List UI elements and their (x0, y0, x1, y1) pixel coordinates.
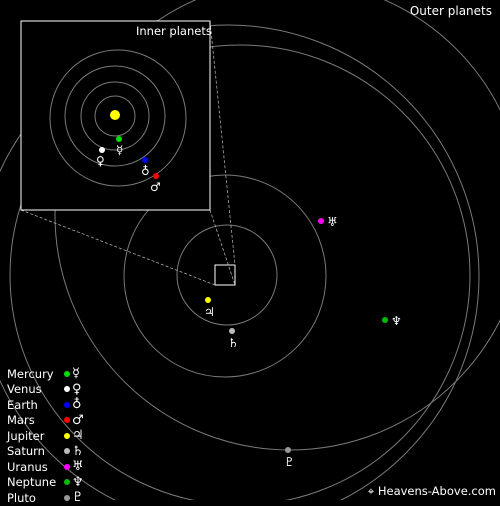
earth-orbit (64, 65, 166, 167)
mercury-symbol: ☿ (116, 143, 123, 157)
mars-symbol: ♂ (150, 180, 161, 194)
planet-legend: Mercury ☿ Venus ♀ Earth ♁ Mars ♂ Jupiter ♃ Saturn ♄… (7, 366, 84, 506)
jupiter-symbol: ♃ (204, 305, 215, 319)
neptune-symbol: ♆ (391, 314, 402, 328)
legend-symbol: ♄ (72, 443, 84, 459)
earth-symbol: ♁ (141, 164, 150, 178)
earth-dot (142, 157, 148, 163)
pluto-symbol: ♇ (284, 455, 295, 469)
mercury-orbit (94, 95, 136, 137)
pluto-dot (285, 447, 291, 453)
legend-symbol: ♂ (72, 412, 84, 428)
legend-item-uranus: Uranus ♅ (7, 459, 84, 475)
legend-symbol: ♅ (72, 459, 84, 475)
legend-symbol: ♃ (72, 428, 84, 444)
legend-symbol: ☿ (72, 366, 80, 382)
credit-link[interactable]: ⌖ Heavens-Above.com (368, 484, 496, 499)
legend-label: Neptune (7, 475, 57, 490)
uranus-dot (318, 218, 324, 224)
legend-label: Jupiter (7, 428, 45, 443)
sun-dot (110, 110, 120, 120)
legend-symbol: ♁ (72, 397, 82, 413)
legend-swatch (64, 401, 70, 408)
connector-line (209, 20, 236, 266)
credit-text: Heavens-Above.com (377, 484, 496, 498)
saturn-orbit (123, 174, 327, 378)
legend-item-mars: Mars ♂ (7, 413, 84, 429)
legend-item-pluto: Pluto ♇ (7, 490, 84, 506)
saturn-dot (229, 328, 235, 334)
legend-item-mercury: Mercury ☿ (7, 366, 84, 382)
legend-swatch (64, 386, 70, 393)
mars-orbit (49, 49, 187, 187)
uranus-symbol: ♅ (327, 215, 338, 229)
venus-orbit (80, 81, 150, 151)
legend-item-saturn: Saturn ♄ (7, 444, 84, 460)
legend-label: Uranus (7, 459, 48, 474)
legend-label: Saturn (7, 444, 45, 459)
saturn-symbol: ♄ (228, 336, 239, 350)
legend-swatch (64, 417, 70, 424)
legend-swatch (64, 494, 70, 501)
legend-item-earth: Earth ♁ (7, 397, 84, 413)
legend-label: Pluto (7, 490, 36, 505)
connector-line (209, 209, 236, 286)
mercury-dot (116, 136, 122, 142)
neptune-orbit (0, 24, 480, 506)
mars-dot (153, 173, 159, 179)
legend-item-venus: Venus ♀ (7, 382, 84, 398)
legend-swatch (64, 448, 70, 455)
connector-line (20, 209, 216, 286)
legend-swatch (64, 432, 70, 439)
legend-symbol: ♆ (72, 474, 84, 490)
inner-region-box (214, 264, 236, 286)
outer-planets-title: Outer planets (409, 4, 492, 18)
jupiter-orbit (176, 224, 278, 326)
legend-symbol: ♀ (72, 381, 82, 397)
legend-item-neptune: Neptune ♆ (7, 475, 84, 491)
legend-symbol: ♇ (72, 490, 84, 506)
inner-planets-title: Inner planets (136, 24, 212, 38)
legend-label: Earth (7, 397, 38, 412)
jupiter-dot (205, 297, 211, 303)
neptune-dot (382, 317, 388, 323)
legend-swatch (64, 479, 70, 486)
venus-dot (99, 147, 105, 153)
legend-label: Mercury (7, 366, 54, 381)
legend-swatch (64, 370, 70, 377)
venus-symbol: ♀ (96, 154, 105, 168)
legend-item-jupiter: Jupiter ♃ (7, 428, 84, 444)
legend-label: Venus (7, 382, 42, 397)
satellite-icon: ⌖ (367, 484, 375, 498)
legend-label: Mars (7, 413, 35, 428)
legend-swatch (64, 463, 70, 470)
